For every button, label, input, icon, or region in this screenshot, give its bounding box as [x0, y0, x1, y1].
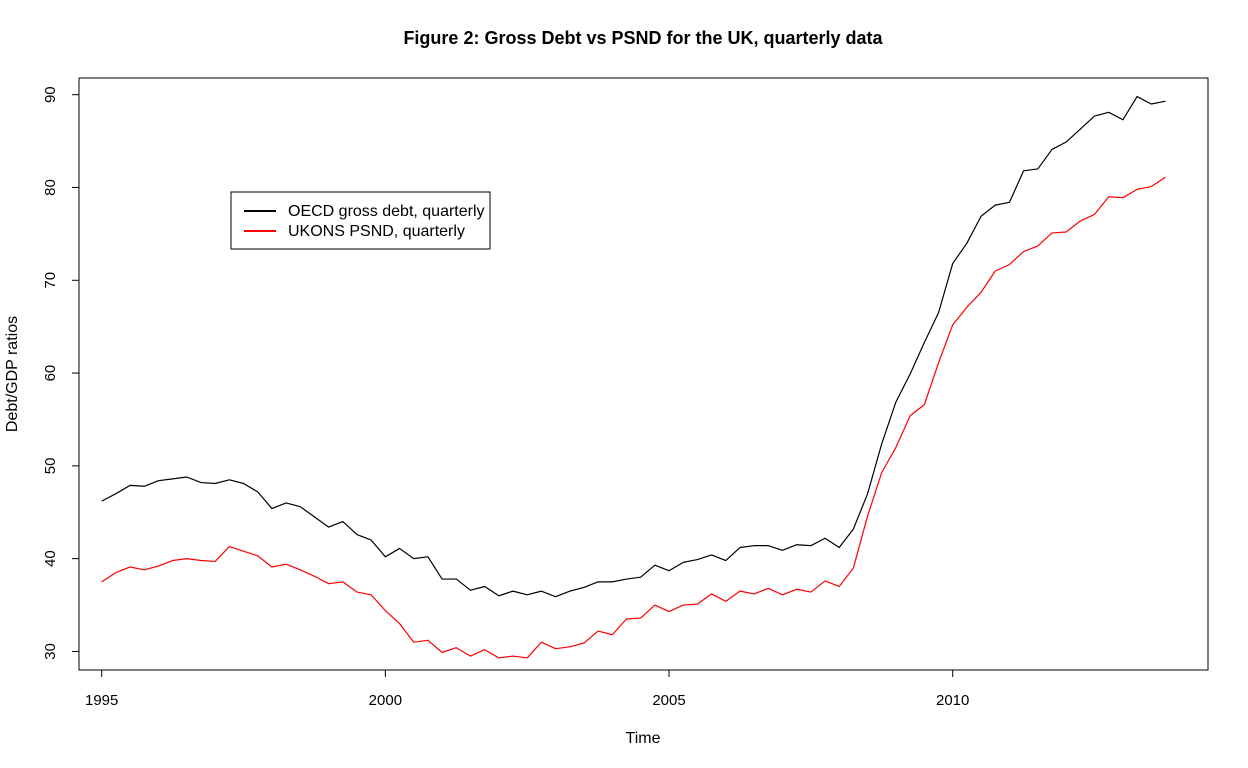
y-tick-label: 50	[42, 458, 59, 475]
y-tick-label: 60	[42, 365, 59, 382]
y-tick-label: 30	[42, 643, 59, 660]
series-line-oecd-gross-debt	[101, 95, 1166, 598]
chart-title: Figure 2: Gross Debt vs PSND for the UK,…	[403, 28, 883, 48]
axes: 1995 2000 2005 2010 30 40 50 60 70 80 90	[42, 86, 969, 709]
y-tick-label: 80	[42, 179, 59, 196]
legend-box	[230, 191, 491, 250]
x-tick-label: 1995	[85, 692, 118, 709]
y-tick-label: 90	[42, 86, 59, 103]
y-tick-label: 40	[42, 550, 59, 567]
x-tick-label: 2000	[369, 692, 402, 709]
series-lines	[101, 95, 1166, 659]
series-line-ukons-psnd	[101, 176, 1166, 659]
legend: OECD gross debt, quarterly UKONS PSND, qu…	[230, 191, 491, 250]
y-axis-title: Debt/GDP ratios	[4, 316, 21, 432]
x-tick-label: 2005	[652, 692, 685, 709]
legend-label: UKONS PSND, quarterly	[288, 223, 465, 240]
x-tick-label: 2010	[936, 692, 969, 709]
legend-label: OECD gross debt, quarterly	[288, 203, 485, 220]
x-axis-title: Time	[626, 730, 661, 747]
y-tick-label: 70	[42, 272, 59, 289]
